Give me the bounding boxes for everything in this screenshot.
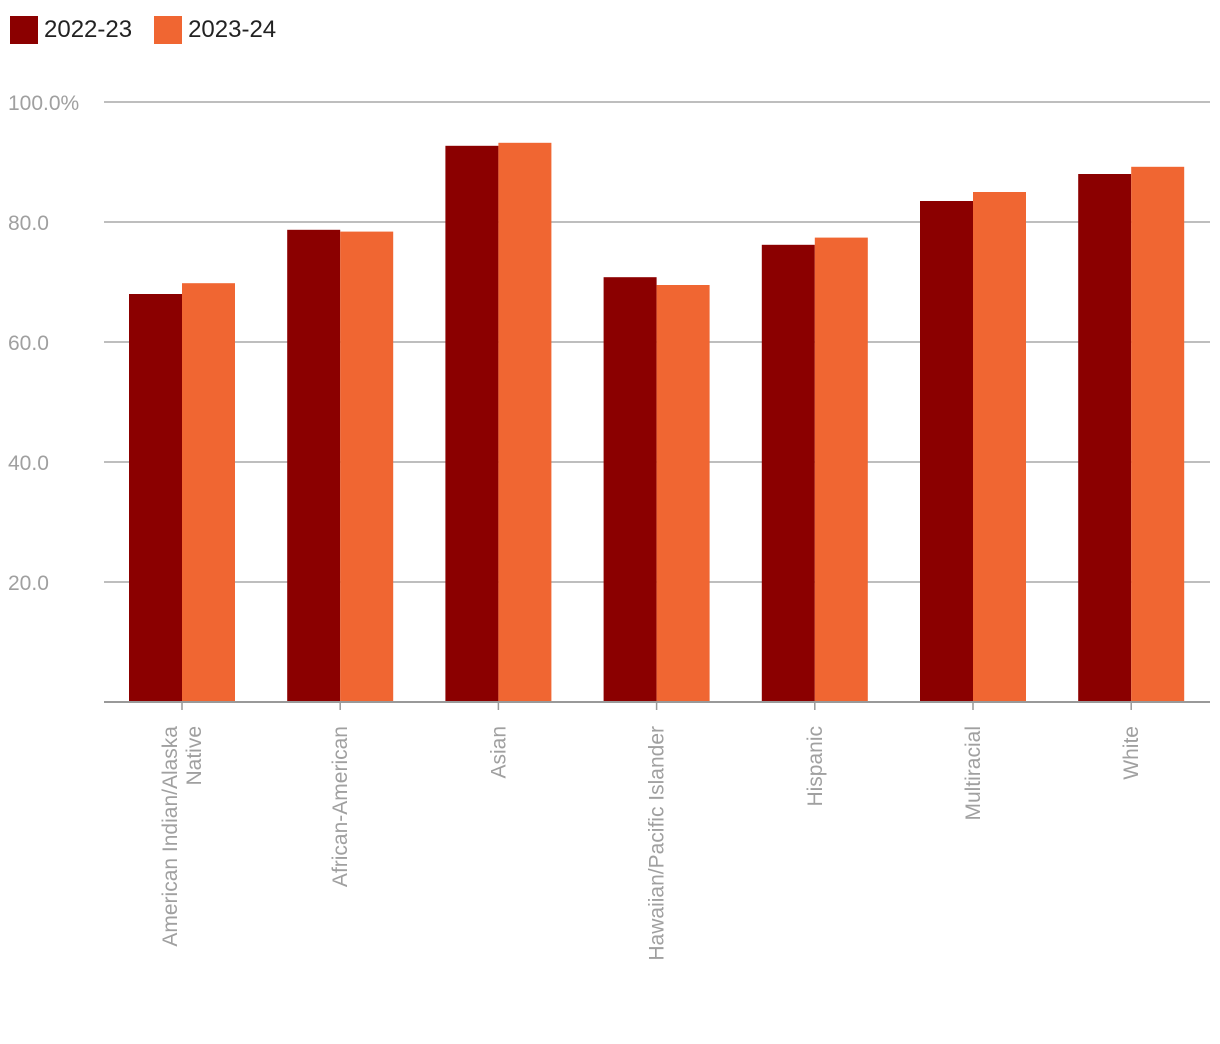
bar-2-1 bbox=[182, 283, 235, 702]
x-category-label-line: American Indian/Alaska bbox=[159, 726, 182, 947]
x-category-label-line: Multiracial bbox=[962, 726, 985, 821]
x-category-label-5: Hispanic bbox=[804, 726, 827, 807]
x-category-label-line: Hispanic bbox=[804, 726, 827, 807]
y-tick-label-100: 100.0% bbox=[8, 92, 79, 115]
bar-2-3 bbox=[498, 142, 552, 703]
bar-1-3 bbox=[445, 145, 499, 703]
y-axis-ticks: 20.0 40.0 60.0 80.0 100.0% bbox=[8, 92, 79, 595]
bar-2-2 bbox=[340, 231, 394, 702]
legend-swatch-series-1 bbox=[10, 16, 38, 44]
legend: 2022-23 2023-24 bbox=[10, 16, 298, 44]
bar-1-2 bbox=[287, 229, 341, 703]
x-category-label-6: Multiracial bbox=[962, 726, 985, 821]
x-category-label-3: Asian bbox=[487, 726, 510, 779]
bar-1-6 bbox=[920, 201, 973, 702]
bars bbox=[129, 142, 1185, 703]
x-category-label-line: Asian bbox=[487, 726, 510, 779]
legend-item-series-1: 2022-23 bbox=[10, 16, 132, 44]
y-tick-label-20: 20.0 bbox=[8, 572, 49, 595]
x-category-label-2: African-American bbox=[329, 726, 352, 887]
legend-label-series-2: 2023-24 bbox=[188, 16, 277, 43]
legend-item-series-2: 2023-24 bbox=[154, 16, 276, 44]
bar-2-7 bbox=[1131, 166, 1185, 703]
x-category-label-line: White bbox=[1120, 726, 1143, 780]
x-axis-labels: American Indian/AlaskaNative African-Amer… bbox=[159, 726, 1143, 961]
bar-1-7 bbox=[1078, 174, 1132, 702]
bar-1-4 bbox=[603, 277, 657, 702]
x-category-label-line: Native bbox=[183, 726, 206, 786]
y-tick-label-60: 60.0 bbox=[8, 332, 49, 355]
x-category-label-1: American Indian/AlaskaNative bbox=[159, 726, 206, 947]
bar-1-5 bbox=[761, 244, 815, 703]
y-tick-label-80: 80.0 bbox=[8, 212, 49, 235]
bar-2-6 bbox=[973, 192, 1026, 702]
axes bbox=[104, 701, 1210, 710]
legend-label-series-1: 2022-23 bbox=[44, 16, 133, 43]
bar-2-5 bbox=[814, 237, 868, 702]
x-category-label-4: Hawaiian/Pacific Islander bbox=[646, 726, 669, 961]
x-category-label-line: Hawaiian/Pacific Islander bbox=[646, 726, 669, 961]
x-category-label-line: African-American bbox=[329, 726, 352, 887]
legend-swatch-series-2 bbox=[154, 16, 183, 44]
bar-1-1 bbox=[129, 294, 182, 702]
bar-2-4 bbox=[656, 285, 710, 702]
y-tick-label-40: 40.0 bbox=[8, 452, 49, 475]
x-category-label-7: White bbox=[1120, 726, 1143, 780]
